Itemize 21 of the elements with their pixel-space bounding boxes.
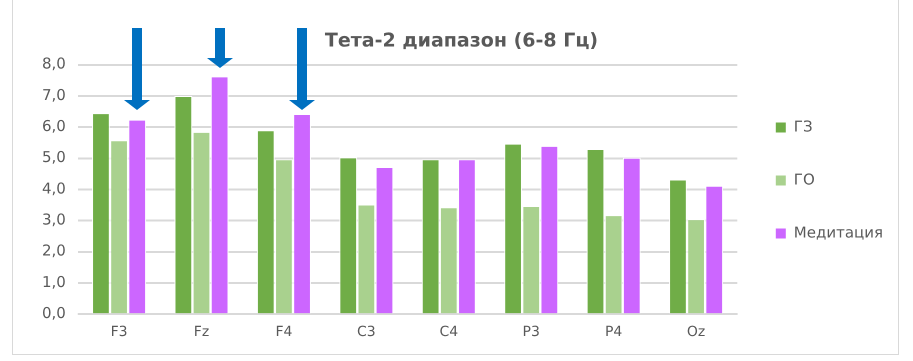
y-tick-label: 3,0 bbox=[42, 210, 66, 229]
x-tick-label: P4 bbox=[604, 324, 622, 340]
y-tick-label: 4,0 bbox=[42, 179, 66, 198]
legend-label: ГО bbox=[794, 170, 815, 188]
y-tick-label: 2,0 bbox=[42, 242, 66, 260]
x-tick-label: C4 bbox=[439, 324, 458, 340]
y-tick-label: 0,0 bbox=[42, 304, 66, 322]
y-tick-label: 8,0 bbox=[42, 54, 66, 73]
y-tick-label: 6,0 bbox=[42, 117, 66, 136]
x-tick-label: F4 bbox=[275, 324, 292, 340]
y-tick-label: 1,0 bbox=[42, 272, 66, 291]
x-tick-label: Fz bbox=[194, 324, 210, 340]
y-tick-label: 7,0 bbox=[42, 86, 66, 104]
legend-label: ГЗ bbox=[794, 117, 813, 136]
x-tick-label: F3 bbox=[110, 324, 128, 340]
legend-label: Медитация bbox=[794, 223, 883, 242]
x-tick-label: Oz bbox=[686, 324, 706, 340]
x-tick-label: C3 bbox=[357, 324, 376, 340]
x-tick-label: P3 bbox=[522, 324, 540, 340]
y-tick-label: 5,0 bbox=[42, 148, 66, 166]
chart-title: Тета-2 диапазон (6-8 Гц) bbox=[324, 29, 598, 52]
